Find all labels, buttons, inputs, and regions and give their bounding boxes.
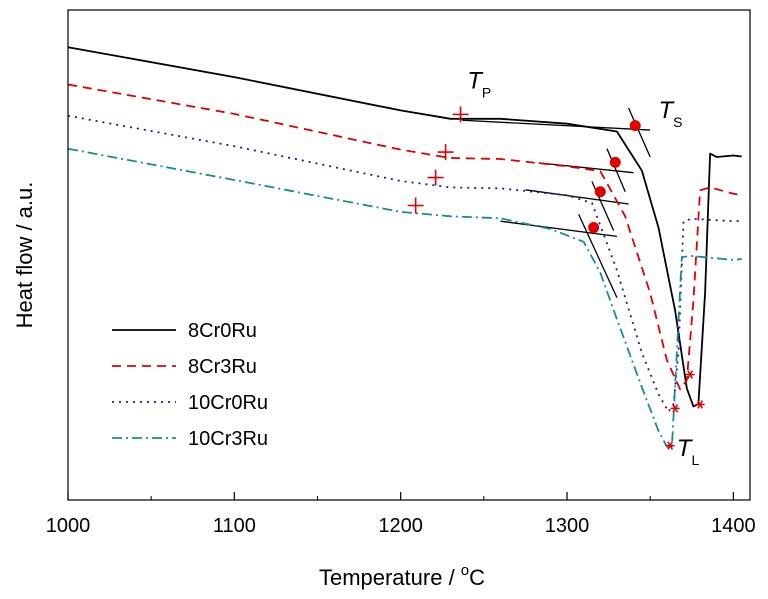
tangent-line-10cr3ru-7 <box>578 214 618 298</box>
ts-marker-8cr3ru <box>609 156 621 168</box>
tp-marker-10cr3ru <box>407 197 424 214</box>
series-line-8cr0ru <box>67 46 742 408</box>
tangent-line-8cr0ru-0 <box>462 119 651 131</box>
series-line-8cr3ru <box>67 83 742 391</box>
tp-marker-10cr0ru <box>427 169 444 186</box>
legend-label-8cr3ru: 8Cr3Ru <box>188 356 257 378</box>
ts-marker-10cr0ru <box>594 186 606 198</box>
tl-marker-10cr0ru <box>670 404 680 413</box>
x-tick-label-1200: 1200 <box>378 515 423 537</box>
x-axis-label-main: Temperature / <box>319 565 461 590</box>
annotation-t-s: TS <box>659 97 683 130</box>
x-axis-label: Temperature / oC <box>319 562 485 590</box>
tl-marker-10cr3ru <box>665 441 675 450</box>
plot-frame <box>67 9 751 501</box>
tp-marker-8cr0ru <box>452 106 469 123</box>
tl-marker-8cr0ru <box>695 400 705 409</box>
x-axis-label-unit: C <box>469 565 485 590</box>
legend-label-10cr0ru: 10Cr0Ru <box>188 392 268 414</box>
tangent-line-8cr3ru-2 <box>538 162 634 174</box>
x-tick-label-1100: 1100 <box>213 515 256 537</box>
annotation-t-l: TL <box>677 435 700 468</box>
x-tick-label-1400: 1400 <box>711 515 756 537</box>
tangent-line-10cr3ru-6 <box>500 220 618 238</box>
tp-marker-8cr3ru <box>437 144 454 161</box>
x-tick-label-1000: 1000 <box>46 515 91 537</box>
x-tick-label-1300: 1300 <box>545 515 590 537</box>
ts-marker-8cr0ru <box>629 120 641 132</box>
plot-area: TP TS TL <box>67 46 742 468</box>
series-line-10cr3ru <box>67 147 742 450</box>
legend: 8Cr0Ru 8Cr3Ru 10Cr0Ru 10Cr3Ru <box>112 320 268 450</box>
tangent-line-8cr0ru-1 <box>627 107 651 158</box>
tangent-line-10cr0ru-4 <box>525 189 629 205</box>
y-axis-label: Heat flow / a.u. <box>12 182 37 329</box>
annotation-t-p: TP <box>467 67 491 100</box>
series-line-10cr0ru <box>67 114 742 413</box>
x-axis-label-degree: o <box>461 562 469 579</box>
legend-label-8cr0ru: 8Cr0Ru <box>188 320 257 342</box>
ts-marker-10cr3ru <box>588 222 600 234</box>
legend-label-10cr3ru: 10Cr3Ru <box>188 428 268 450</box>
tl-marker-8cr3ru <box>685 370 695 379</box>
axes: 1000 1100 1200 1300 1400 <box>46 9 756 537</box>
tangent-line-8cr3ru-3 <box>606 148 626 193</box>
